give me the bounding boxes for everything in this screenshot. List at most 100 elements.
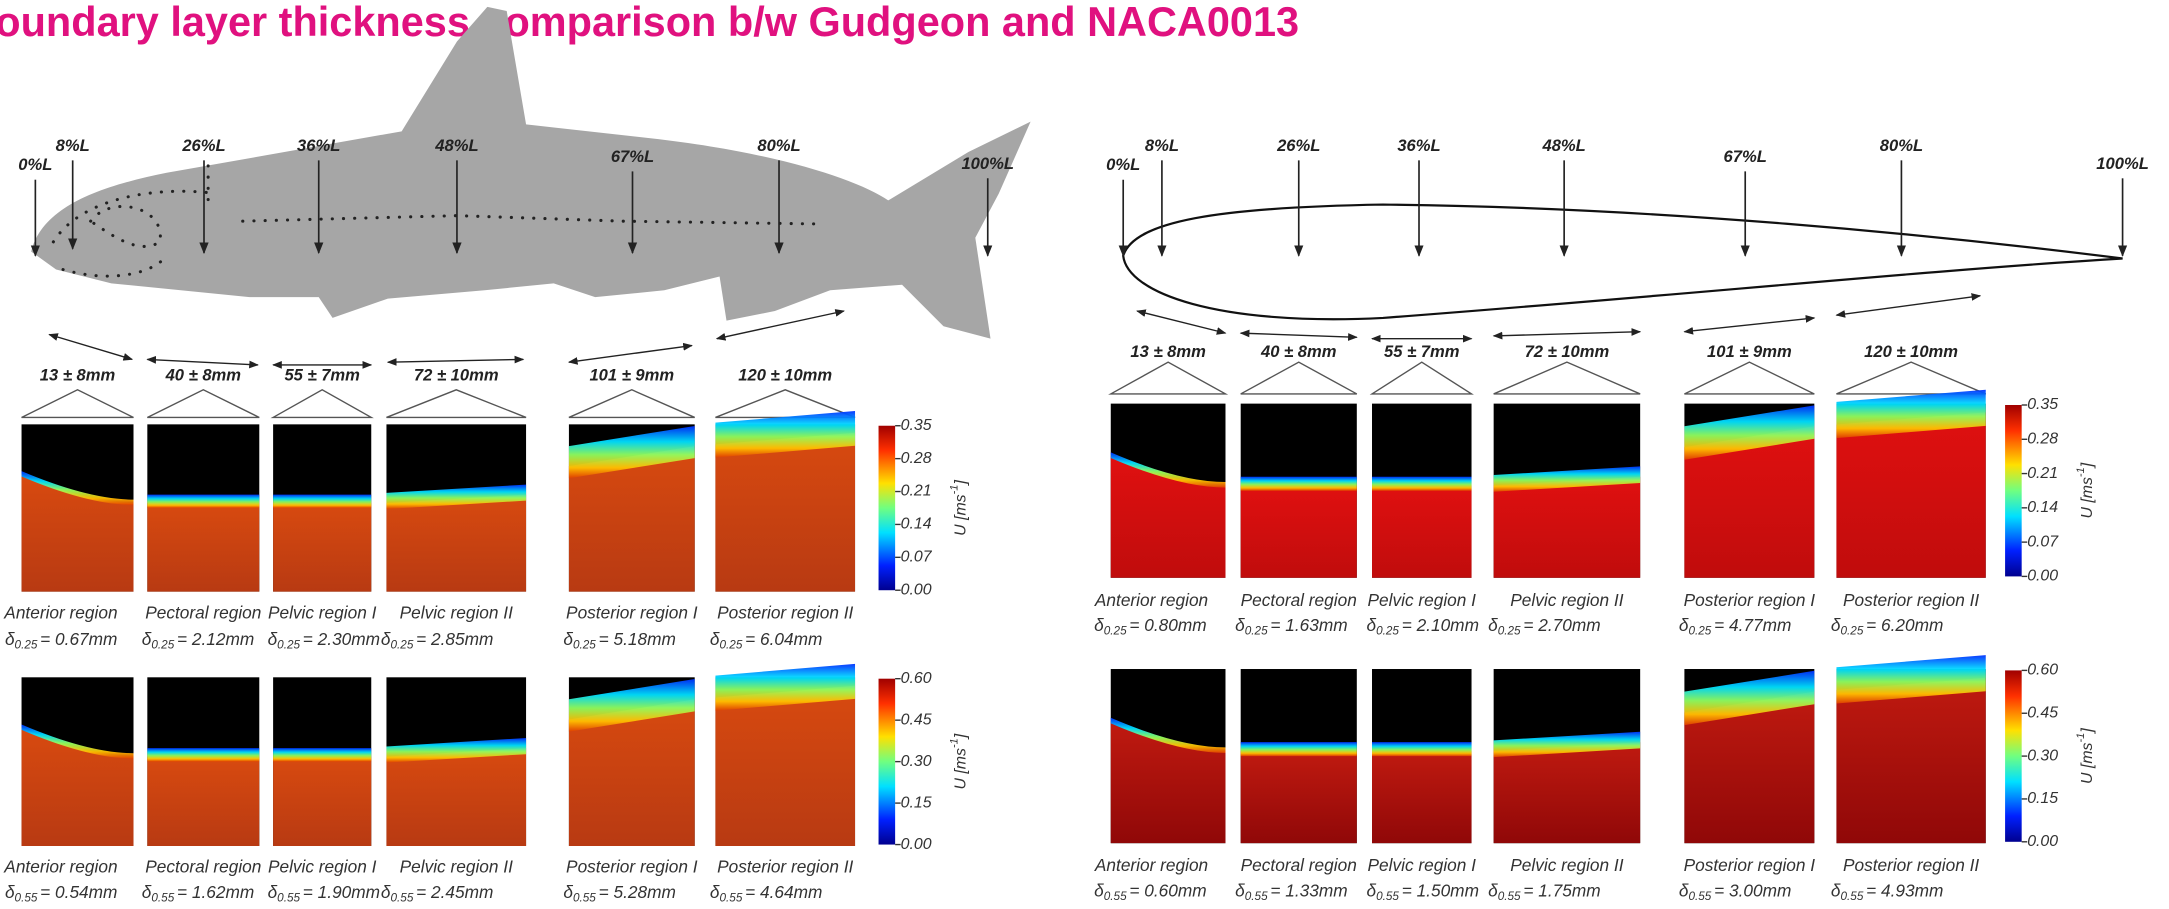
flow-field bbox=[147, 503, 259, 592]
delta-symbol: δ bbox=[1366, 880, 1376, 900]
colorbar-label: 0.00 bbox=[2027, 833, 2058, 850]
delta-value: = 2.70mm bbox=[1523, 615, 1600, 635]
region-width: 101 ± 9mm bbox=[1707, 342, 1792, 361]
region-name: Posterior region II bbox=[1843, 855, 1979, 875]
unit-sup: -1 bbox=[2075, 467, 2087, 477]
delta-label: δ0.25= 0.67mm bbox=[5, 629, 117, 652]
delta-subscript: 0.25 bbox=[151, 639, 174, 652]
delta-label: δ0.25= 2.30mm bbox=[268, 629, 380, 652]
flow-field bbox=[1241, 751, 1357, 843]
flow-field bbox=[386, 748, 526, 846]
delta-symbol: δ bbox=[1235, 615, 1245, 635]
colorbar-label: 0.45 bbox=[2027, 704, 2058, 721]
colorbar-unit: U [ms-1] bbox=[2075, 462, 2096, 518]
colorbar-label: 0.28 bbox=[2027, 430, 2058, 447]
delta-value: = 1.75mm bbox=[1523, 880, 1600, 900]
flow-field bbox=[1836, 412, 1985, 577]
flow-field bbox=[386, 495, 526, 592]
delta-subscript: 0.25 bbox=[1104, 625, 1127, 638]
delta-subscript: 0.55 bbox=[15, 892, 38, 904]
region-name: Pectoral region bbox=[1241, 855, 1357, 875]
triangle bbox=[273, 390, 371, 418]
colorbar-label: 0.60 bbox=[901, 670, 932, 687]
delta-symbol: δ bbox=[381, 629, 391, 649]
colorbar-unit: U [ms-1] bbox=[2075, 728, 2096, 784]
delta-value: = 1.33mm bbox=[1270, 880, 1347, 900]
unit-sup: -1 bbox=[2075, 733, 2087, 743]
colorbar-label: 0.00 bbox=[2027, 568, 2058, 585]
flow-field bbox=[147, 757, 259, 846]
delta-subscript: 0.25 bbox=[1376, 625, 1399, 638]
colorbar-unit: U [ms-1] bbox=[948, 733, 969, 789]
delta-value: = 0.80mm bbox=[1129, 615, 1206, 635]
delta-subscript: 0.25 bbox=[1498, 625, 1521, 638]
delta-label: δ0.55= 0.54mm bbox=[5, 882, 117, 904]
station-label: 36%L bbox=[1397, 136, 1440, 155]
unit-text: U [ms bbox=[953, 748, 970, 790]
triangle bbox=[1836, 362, 1985, 394]
delta-subscript: 0.25 bbox=[391, 639, 414, 652]
delta-subscript: 0.55 bbox=[1376, 890, 1399, 903]
region-name: Posterior region I bbox=[1684, 855, 1816, 875]
delta-subscript: 0.55 bbox=[573, 892, 596, 904]
delta-value: = 4.93mm bbox=[1866, 880, 1943, 900]
boundary-layer bbox=[147, 748, 259, 761]
delta-label: δ0.55= 4.64mm bbox=[710, 882, 822, 904]
colorbar-label: 0.14 bbox=[901, 516, 932, 533]
delta-subscript: 0.25 bbox=[1841, 625, 1864, 638]
delta-value: = 1.90mm bbox=[303, 882, 380, 902]
region-name: Pelvic region I bbox=[268, 857, 377, 877]
delta-symbol: δ bbox=[710, 629, 720, 649]
flow-field bbox=[1241, 485, 1357, 577]
region-name: Posterior region I bbox=[566, 857, 698, 877]
region-width: 55 ± 7mm bbox=[1384, 342, 1460, 361]
delta-subscript: 0.25 bbox=[277, 639, 300, 652]
boundary-layer bbox=[1372, 742, 1472, 756]
station-label: 8%L bbox=[56, 136, 90, 155]
colorbar-label: 0.45 bbox=[901, 711, 932, 728]
delta-subscript: 0.25 bbox=[1688, 625, 1711, 638]
station-label: 48%L bbox=[1541, 136, 1585, 155]
colorbar bbox=[879, 426, 896, 590]
boundary-layer bbox=[147, 495, 259, 508]
delta-symbol: δ bbox=[563, 882, 573, 902]
region-name: Anterior region bbox=[3, 857, 117, 877]
delta-symbol: δ bbox=[142, 882, 152, 902]
triangle bbox=[569, 390, 695, 418]
delta-symbol: δ bbox=[1831, 880, 1841, 900]
boundary-layer bbox=[273, 495, 371, 508]
delta-label: δ0.25= 6.04mm bbox=[710, 629, 822, 652]
delta-symbol: δ bbox=[710, 882, 720, 902]
delta-label: δ0.25= 6.20mm bbox=[1831, 615, 1943, 638]
boundary-layer bbox=[273, 748, 371, 761]
delta-subscript: 0.25 bbox=[15, 639, 38, 652]
region-name: Pelvic region I bbox=[1368, 855, 1477, 875]
station-label: 67%L bbox=[611, 147, 654, 166]
delta-symbol: δ bbox=[1488, 880, 1498, 900]
delta-value: = 6.20mm bbox=[1866, 615, 1943, 635]
triangle bbox=[1494, 362, 1641, 394]
colorbar-label: 0.00 bbox=[901, 836, 932, 853]
delta-symbol: δ bbox=[1488, 615, 1498, 635]
boundary-layer bbox=[1372, 477, 1472, 491]
colorbar-label: 0.21 bbox=[2027, 465, 2058, 482]
flow-field bbox=[1836, 678, 1985, 843]
delta-value: = 3.00mm bbox=[1714, 880, 1791, 900]
region-name: Pelvic region I bbox=[268, 602, 377, 622]
region-name: Pectoral region bbox=[1241, 590, 1357, 610]
span-arrow bbox=[147, 359, 258, 365]
delta-symbol: δ bbox=[1366, 615, 1376, 635]
delta-value: = 6.04mm bbox=[745, 629, 822, 649]
region-name: Anterior region bbox=[1094, 590, 1208, 610]
delta-label: δ0.25= 2.85mm bbox=[381, 629, 493, 652]
region-width: 40 ± 8mm bbox=[1260, 342, 1337, 361]
region-width: 120 ± 10mm bbox=[738, 365, 832, 384]
triangle bbox=[1241, 362, 1357, 394]
delta-value: = 2.12mm bbox=[177, 629, 254, 649]
delta-subscript: 0.25 bbox=[1245, 625, 1268, 638]
unit-sup: -1 bbox=[948, 738, 960, 748]
region-name: Pectoral region bbox=[145, 602, 261, 622]
page: {"title":"oundary layer thickness compar… bbox=[0, 0, 2169, 909]
delta-label: δ0.55= 1.50mm bbox=[1366, 880, 1478, 903]
region-name: Posterior region I bbox=[1684, 590, 1816, 610]
